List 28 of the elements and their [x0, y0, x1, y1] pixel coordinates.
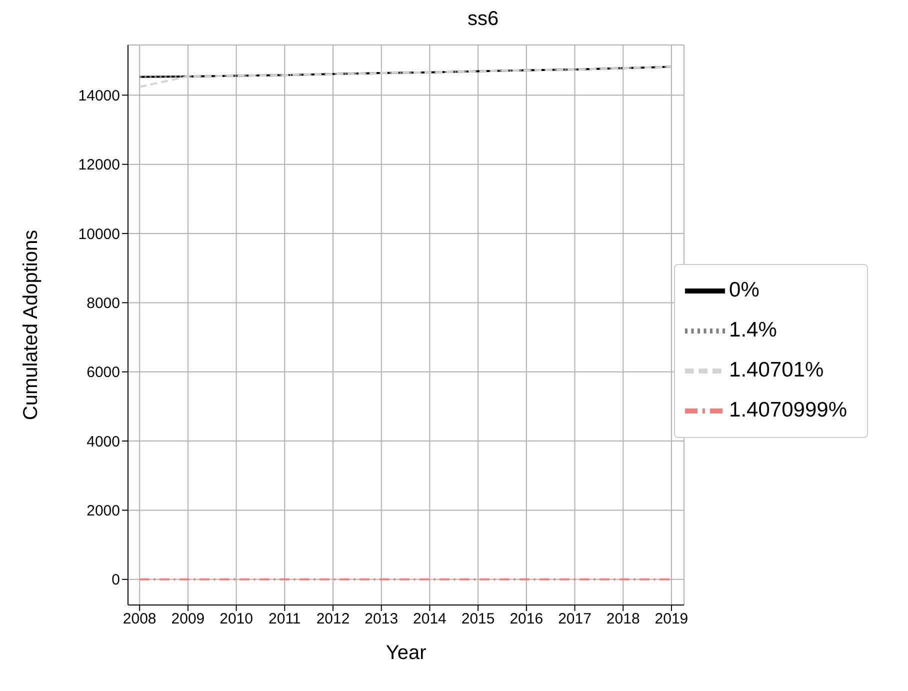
y-tick-label: 8000	[86, 295, 120, 312]
x-axis-title: Year	[386, 642, 427, 664]
x-tick-label: 2016	[510, 610, 544, 628]
x-tick-label: 2010	[220, 610, 253, 628]
x-tick-label: 2009	[171, 610, 205, 628]
y-tick-label: 6000	[86, 364, 120, 382]
x-tick-label: 2014	[413, 610, 446, 628]
x-tick-label: 2011	[268, 610, 301, 628]
x-tick-label: 2017	[558, 610, 592, 628]
x-tick-label: 2018	[606, 610, 640, 628]
x-tick-label: 2019	[654, 610, 688, 628]
y-tick-label: 2000	[86, 502, 120, 520]
y-tick-label: 0	[112, 572, 120, 589]
legend-label: 1.4070999%	[729, 398, 847, 422]
y-tick-label: 10000	[78, 226, 120, 243]
legend-label: 1.40701%	[729, 358, 824, 382]
x-tick-label: 2013	[364, 610, 398, 628]
x-tick-label: 2015	[461, 610, 495, 628]
y-tick-label: 4000	[86, 433, 120, 450]
y-tick-label: 12000	[78, 156, 120, 174]
legend-label: 1.4%	[729, 318, 777, 342]
x-tick-label: 2012	[316, 610, 350, 628]
legend-label: 0%	[729, 278, 760, 302]
y-tick-label: 14000	[78, 87, 120, 104]
y-axis-title: Cumulated Adoptions	[20, 230, 42, 420]
chart-title: ss6	[466, 8, 500, 31]
line-series	[138, 66, 672, 88]
x-tick-label: 2008	[122, 610, 156, 628]
